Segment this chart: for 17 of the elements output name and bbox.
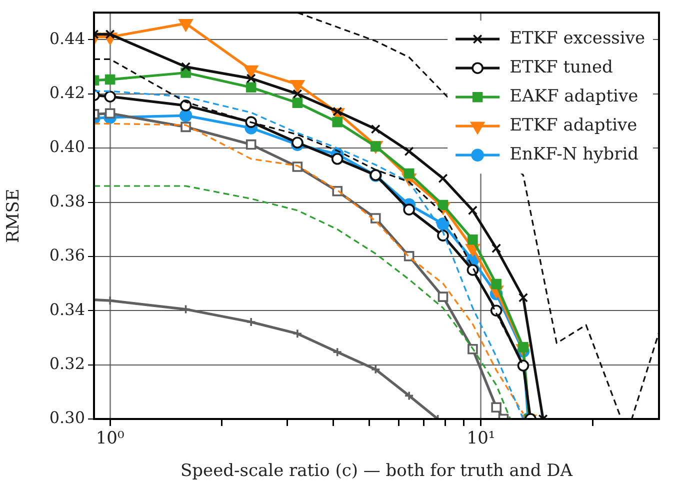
- y-tick-label: 0.34: [49, 300, 85, 319]
- y-tick-label: 0.30: [49, 408, 85, 428]
- y-tick-label: 0.44: [49, 28, 85, 48]
- legend-label: EAKF adaptive: [510, 86, 638, 107]
- legend-label: EnKF-N hybrid: [510, 144, 639, 165]
- y-tick-label: 0.38: [49, 191, 85, 210]
- y-tick-label: 0.42: [49, 83, 85, 102]
- y-tick-label: 0.40: [49, 137, 85, 156]
- y-axis-title: RMSE: [4, 188, 24, 243]
- legend-label: ETKF excessive: [510, 28, 646, 49]
- legend-label: ETKF adaptive: [510, 116, 638, 136]
- x-axis-title: Speed-scale ratio (c) — both for truth and DA: [180, 461, 574, 482]
- y-tick-label: 0.36: [49, 246, 85, 265]
- x-tick-label: 10⁰: [96, 428, 124, 449]
- x-tick-label: 10¹: [466, 428, 496, 449]
- legend-label: ETKF tuned: [510, 58, 614, 78]
- y-tick-label: 0.32: [49, 354, 85, 373]
